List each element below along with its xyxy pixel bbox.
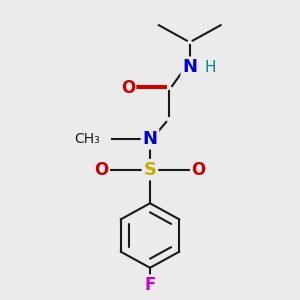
Text: N: N [142, 130, 158, 148]
Text: O: O [94, 160, 109, 178]
Text: CH₃: CH₃ [74, 132, 100, 146]
Text: S: S [143, 160, 157, 178]
Text: N: N [182, 58, 197, 76]
Text: F: F [144, 276, 156, 294]
Text: O: O [191, 160, 206, 178]
Text: O: O [121, 79, 135, 97]
Text: H: H [205, 60, 216, 75]
